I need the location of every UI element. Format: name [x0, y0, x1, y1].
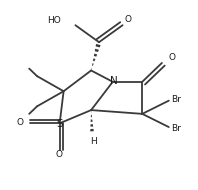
Polygon shape — [92, 63, 94, 66]
Text: O: O — [169, 53, 176, 62]
Polygon shape — [91, 115, 92, 117]
Text: Br: Br — [171, 95, 181, 104]
Polygon shape — [95, 49, 99, 52]
Text: S: S — [56, 119, 63, 129]
Text: O: O — [17, 118, 24, 127]
Polygon shape — [91, 68, 92, 70]
Text: O: O — [55, 150, 62, 159]
Text: N: N — [110, 76, 118, 86]
Polygon shape — [94, 54, 97, 57]
Text: O: O — [125, 15, 132, 24]
Polygon shape — [90, 124, 93, 127]
Polygon shape — [96, 44, 101, 48]
Polygon shape — [90, 129, 94, 131]
Text: Br: Br — [171, 124, 181, 132]
Text: HO: HO — [47, 16, 61, 25]
Polygon shape — [93, 59, 95, 61]
Polygon shape — [91, 120, 93, 122]
Text: H: H — [90, 137, 96, 146]
